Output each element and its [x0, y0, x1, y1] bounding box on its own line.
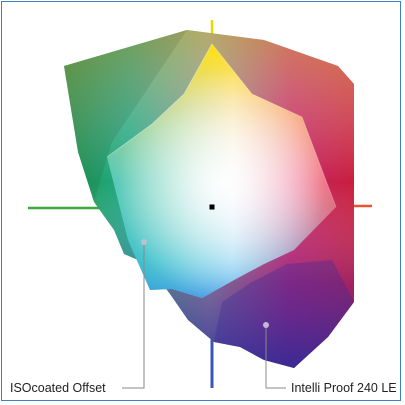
inner-gamut-label: ISOcoated Offset	[10, 381, 106, 395]
gamut-diagram: ISOcoated Offset Intelli Proof 240 LE	[10, 20, 397, 395]
outer-gamut-marker	[263, 322, 269, 328]
inner-gamut-solid	[106, 43, 337, 298]
outer-gamut-label: Intelli Proof 240 LE	[291, 381, 397, 395]
inner-gamut-marker	[141, 239, 147, 245]
outer-gamut-leader-line	[265, 328, 286, 389]
inner-gamut-leader-line	[122, 245, 145, 389]
gamut-diagram-frame: ISOcoated Offset Intelli Proof 240 LE	[1, 1, 401, 401]
neutral-center-point	[209, 204, 215, 210]
